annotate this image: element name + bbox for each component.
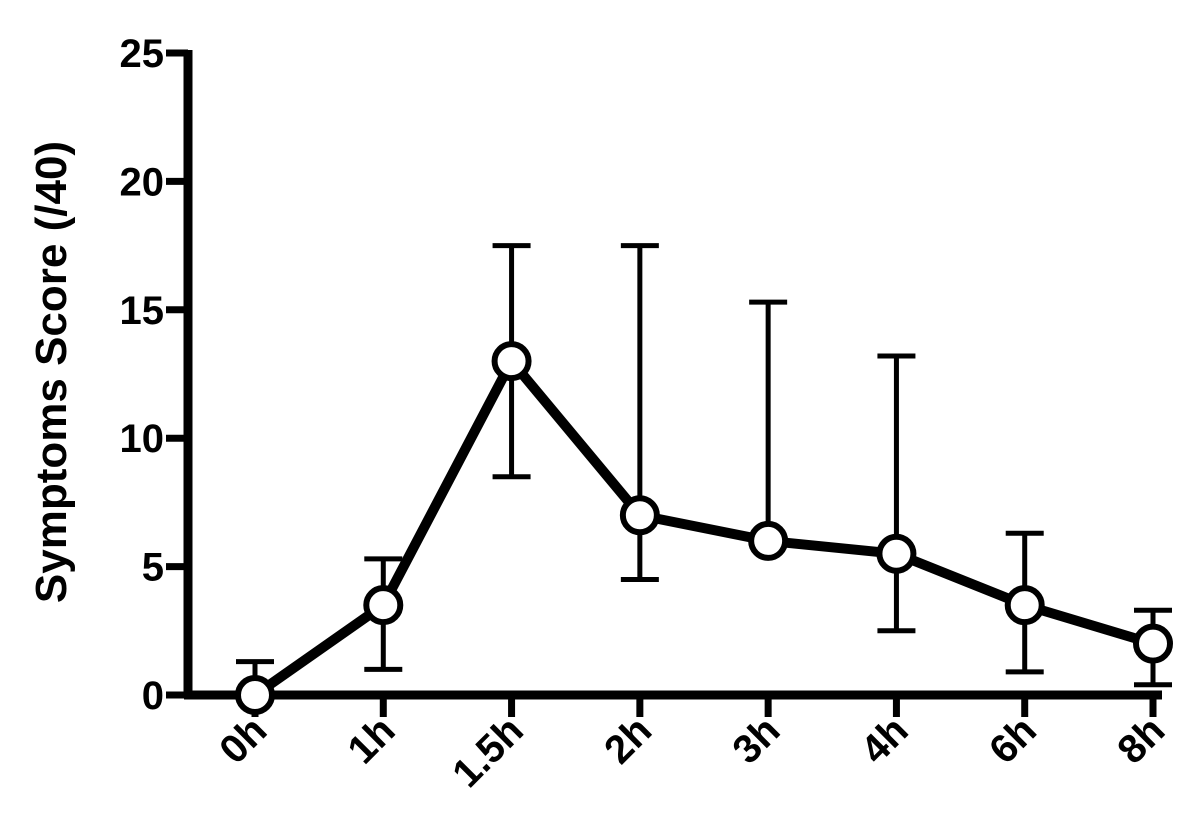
- y-tick-label: 0: [142, 674, 164, 718]
- x-tick-label: 1.5h: [444, 708, 532, 796]
- data-point: [1133, 623, 1173, 664]
- x-tick-label: 2h: [596, 708, 660, 772]
- y-tick-label: 15: [120, 289, 165, 333]
- data-point: [876, 533, 917, 574]
- x-tick-label: 4h: [853, 708, 917, 772]
- data-point: [748, 520, 789, 561]
- x-tick-label: 3h: [724, 708, 788, 772]
- series-lines: [250, 356, 1158, 700]
- data-point: [363, 585, 404, 626]
- data-point: [1004, 585, 1045, 626]
- x-tick-label: 8h: [1109, 708, 1173, 772]
- y-ticks: 0 5 10 15 20 25: [120, 32, 188, 718]
- y-tick-label: 20: [120, 160, 165, 204]
- series-line: [250, 356, 1158, 700]
- y-axis-title: Symptoms Score (/40): [27, 141, 76, 603]
- y-tick-label: 25: [120, 32, 165, 76]
- y-tick-label: 10: [120, 417, 165, 461]
- error-bars: [236, 243, 1172, 695]
- y-tick-label: 5: [142, 546, 164, 590]
- data-point: [619, 495, 660, 536]
- data-points: [235, 341, 1173, 715]
- x-tick-label: 0h: [211, 708, 275, 772]
- data-point: [491, 341, 532, 382]
- x-tick-label: 6h: [981, 708, 1045, 772]
- data-point: [235, 675, 275, 715]
- axes: [183, 50, 1162, 700]
- x-tick-label: 1h: [340, 708, 404, 772]
- x-ticks: 0h 1h 1.5h 2h 3h 4h 6h 8h: [211, 695, 1173, 796]
